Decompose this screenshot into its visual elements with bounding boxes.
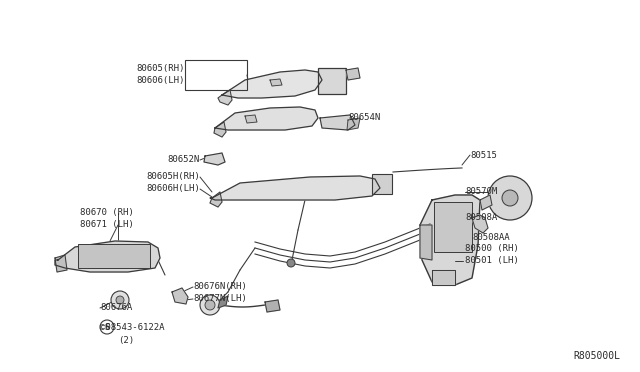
Polygon shape xyxy=(172,288,188,304)
Polygon shape xyxy=(215,107,318,130)
Text: 80676A: 80676A xyxy=(100,304,132,312)
Polygon shape xyxy=(432,270,455,285)
Circle shape xyxy=(205,300,215,310)
Polygon shape xyxy=(480,195,492,210)
Bar xyxy=(372,174,392,194)
Bar xyxy=(185,60,247,90)
Text: ©08543-6122A: ©08543-6122A xyxy=(100,323,164,331)
Bar xyxy=(78,244,150,268)
Polygon shape xyxy=(55,241,160,272)
Polygon shape xyxy=(472,215,488,233)
Polygon shape xyxy=(214,122,226,137)
Polygon shape xyxy=(420,225,432,260)
Circle shape xyxy=(200,295,220,315)
Text: 80606(LH): 80606(LH) xyxy=(136,76,185,84)
Polygon shape xyxy=(55,255,67,272)
Polygon shape xyxy=(222,70,322,98)
Polygon shape xyxy=(346,68,360,80)
Text: 80605(RH): 80605(RH) xyxy=(136,64,185,73)
Circle shape xyxy=(287,259,295,267)
Text: 80501 (LH): 80501 (LH) xyxy=(465,257,519,266)
Polygon shape xyxy=(347,118,360,130)
Text: 80670 (RH): 80670 (RH) xyxy=(80,208,134,218)
Text: 80508AA: 80508AA xyxy=(472,232,509,241)
Text: (2): (2) xyxy=(118,336,134,344)
Polygon shape xyxy=(265,300,280,312)
Polygon shape xyxy=(420,195,480,285)
Polygon shape xyxy=(210,176,380,200)
Text: 80671 (LH): 80671 (LH) xyxy=(80,221,134,230)
Text: R805000L: R805000L xyxy=(573,351,620,361)
Text: 80570M: 80570M xyxy=(465,187,497,196)
Bar xyxy=(318,68,346,94)
Text: 80500 (RH): 80500 (RH) xyxy=(465,244,519,253)
Text: 80515: 80515 xyxy=(470,151,497,160)
Polygon shape xyxy=(270,79,282,86)
Text: 80677N(LH): 80677N(LH) xyxy=(193,295,247,304)
Text: 80606H(LH): 80606H(LH) xyxy=(147,185,200,193)
Circle shape xyxy=(116,296,124,304)
Polygon shape xyxy=(210,192,222,207)
Text: 80654N: 80654N xyxy=(348,113,380,122)
Polygon shape xyxy=(320,115,355,130)
Circle shape xyxy=(111,291,129,309)
Polygon shape xyxy=(204,153,225,165)
Circle shape xyxy=(502,190,518,206)
Polygon shape xyxy=(245,115,257,123)
Text: S: S xyxy=(104,323,109,331)
Text: 80605H(RH): 80605H(RH) xyxy=(147,173,200,182)
Bar xyxy=(434,202,472,252)
Text: 80508A: 80508A xyxy=(465,214,497,222)
Text: 80652N: 80652N xyxy=(168,155,200,164)
Polygon shape xyxy=(218,296,228,308)
Circle shape xyxy=(488,176,532,220)
Polygon shape xyxy=(218,90,232,105)
Text: 80676N(RH): 80676N(RH) xyxy=(193,282,247,292)
